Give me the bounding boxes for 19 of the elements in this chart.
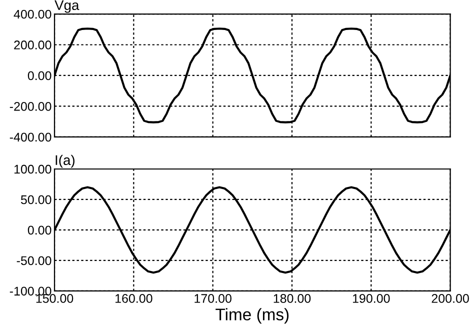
x-tick-label: 200.00 xyxy=(432,294,469,303)
x-tick-label: 180.00 xyxy=(274,294,311,303)
y-tick-label: -400.00 xyxy=(10,132,52,142)
y-axis-title: I(a) xyxy=(56,154,74,168)
y-tick-label: 50.00 xyxy=(20,195,52,204)
y-tick-label: 0.00 xyxy=(28,71,52,80)
x-tick-label: 170.00 xyxy=(194,294,232,303)
y-tick-label: -50.00 xyxy=(16,256,52,266)
y-tick-label: -100.00 xyxy=(10,286,52,296)
y-tick-label: 0.00 xyxy=(28,226,52,235)
y-tick-label: 100.00 xyxy=(14,164,52,174)
y-tick-label: 400.00 xyxy=(14,10,52,19)
x-tick-label: 150.00 xyxy=(36,294,74,303)
x-tick-label: 160.00 xyxy=(116,294,152,303)
x-tick-label: 190.00 xyxy=(352,294,390,303)
y-axis-title: Vga xyxy=(54,0,80,13)
y-tick-label: 200.00 xyxy=(14,40,52,50)
y-tick-label: -200.00 xyxy=(10,102,52,111)
x-axis-title: Time (ms) xyxy=(216,308,289,324)
